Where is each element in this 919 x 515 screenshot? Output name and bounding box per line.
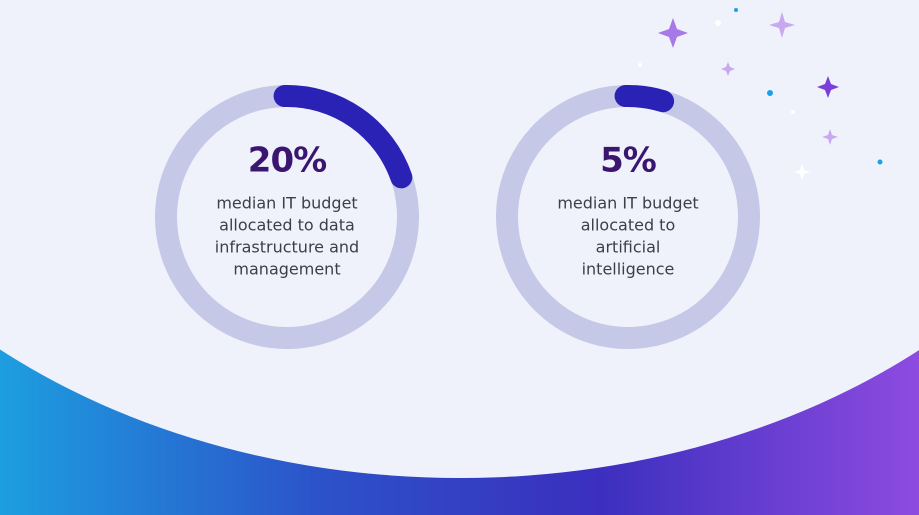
percent-label: 5% bbox=[600, 141, 656, 181]
caption-line: median IT budget bbox=[216, 194, 357, 213]
caption-line: intelligence bbox=[582, 260, 675, 279]
donut-arc bbox=[273, 85, 413, 189]
caption-line: median IT budget bbox=[557, 194, 698, 213]
caption-line: allocated to bbox=[581, 216, 676, 235]
caption-line: allocated to data bbox=[219, 216, 355, 235]
donut-arc bbox=[614, 85, 675, 113]
background-curve bbox=[0, 0, 919, 478]
sparkles bbox=[638, 8, 883, 180]
caption-line: artificial bbox=[596, 238, 661, 257]
caption-line: infrastructure and bbox=[215, 238, 359, 257]
percent-label: 20% bbox=[248, 141, 326, 181]
caption-line: management bbox=[233, 260, 340, 279]
